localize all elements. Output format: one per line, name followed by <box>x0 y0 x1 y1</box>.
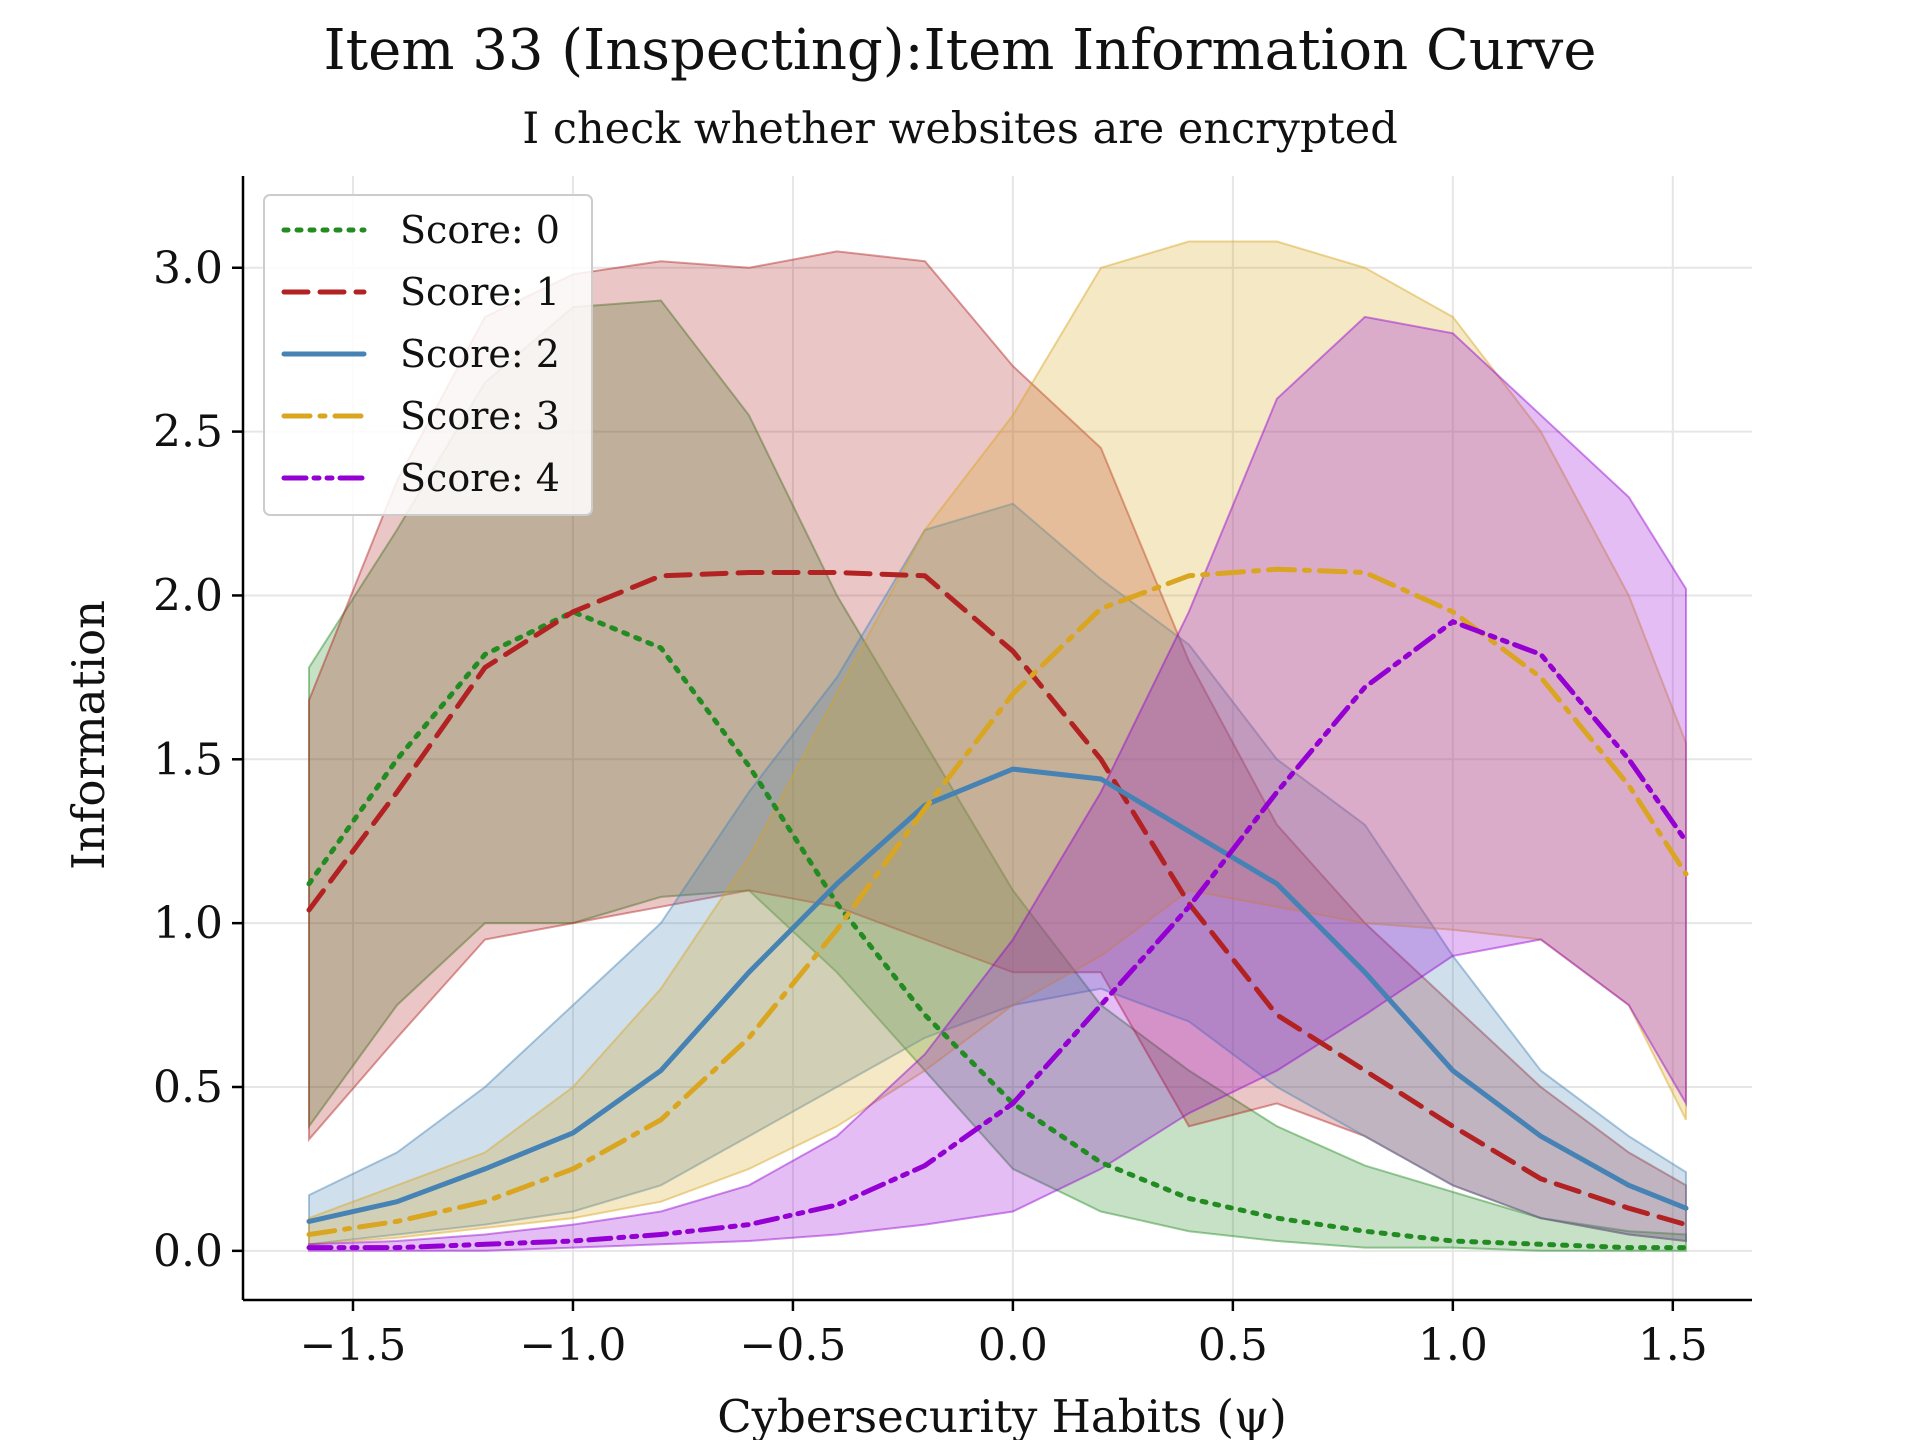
legend-label-score-3: Score: 3 <box>400 394 560 438</box>
y-tick-label: 1.0 <box>153 898 223 949</box>
band-score-4 <box>308 315 1687 1252</box>
x-tick-label: −1.0 <box>520 1320 627 1371</box>
legend-label-score-4: Score: 4 <box>400 456 560 500</box>
y-tick-label: 1.5 <box>153 734 223 785</box>
y-axis-label: Information <box>62 600 115 870</box>
x-tick-label: 1.5 <box>1638 1320 1708 1371</box>
x-tick-label: 1.0 <box>1418 1320 1488 1371</box>
x-tick-label: 0.5 <box>1198 1320 1268 1371</box>
x-tick-label: −1.5 <box>300 1320 407 1371</box>
y-tick-label: 2.5 <box>153 407 223 458</box>
chart-title: Item 33 (Inspecting):Item Information Cu… <box>323 18 1597 83</box>
y-tick-label: 2.0 <box>153 570 223 621</box>
legend-label-score-0: Score: 0 <box>400 208 560 252</box>
legend-box <box>263 194 593 516</box>
band-score-2 <box>308 502 1687 1246</box>
legend-label-score-1: Score: 1 <box>400 270 560 314</box>
band-score-0 <box>308 299 1687 1252</box>
y-tick-label: 3.0 <box>153 243 223 294</box>
y-tick-label: 0.0 <box>153 1226 223 1277</box>
band-score-3 <box>308 240 1687 1246</box>
band-score-1 <box>308 250 1687 1243</box>
x-axis-label: Cybersecurity Habits (ψ) <box>717 1390 1287 1440</box>
y-tick-label: 0.5 <box>153 1062 223 1113</box>
x-tick-label: 0.0 <box>978 1320 1048 1371</box>
legend-label-score-2: Score: 2 <box>400 332 560 376</box>
x-tick-label: −0.5 <box>740 1320 847 1371</box>
chart-subtitle: I check whether websites are encrypted <box>522 104 1398 154</box>
